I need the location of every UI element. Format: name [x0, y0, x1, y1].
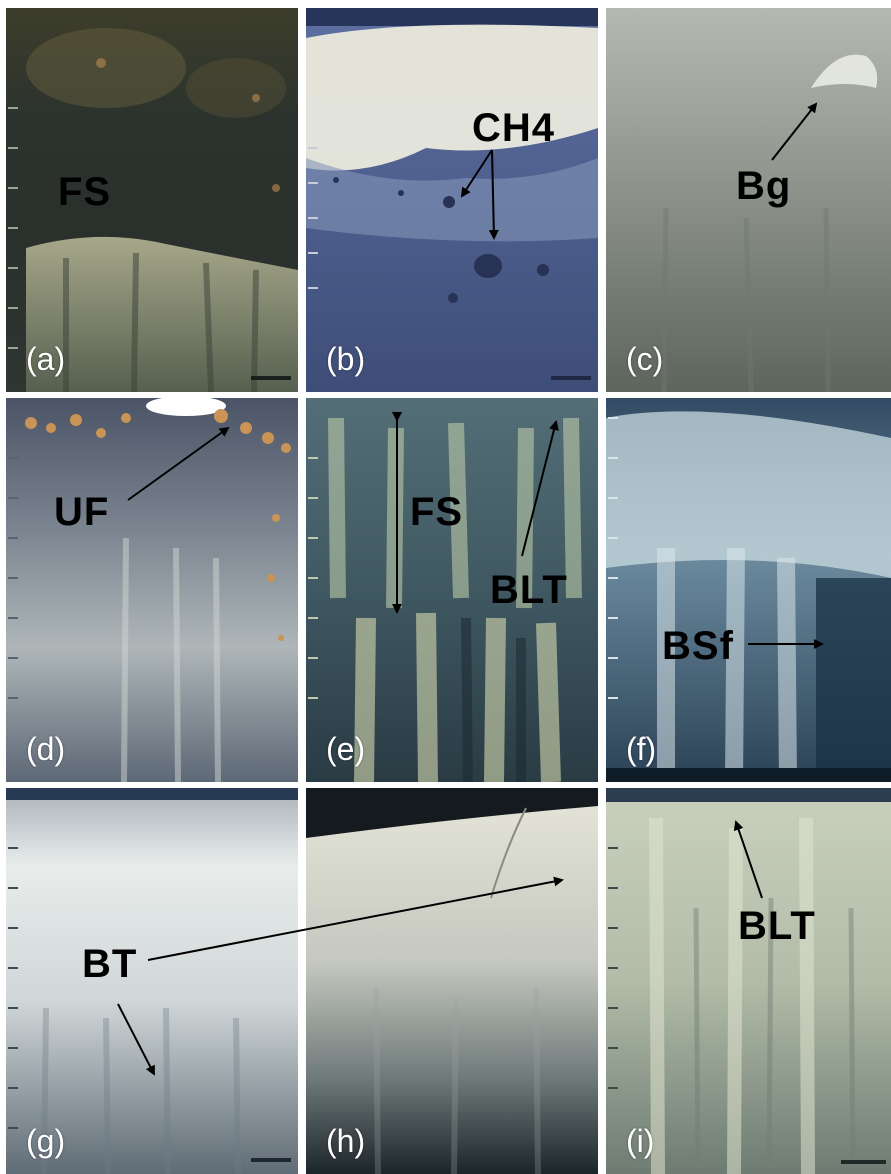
annotation-blt-e: BLT: [490, 568, 568, 612]
photo-panel-b: (b): [306, 8, 598, 392]
annotation-uf: UF: [54, 490, 110, 534]
panel-label: (f): [626, 731, 657, 767]
annotation-fs-a: FS: [58, 170, 112, 214]
panel-label: (i): [626, 1123, 655, 1159]
annotation-bg: Bg: [736, 164, 792, 208]
annotation-bt: BT: [82, 942, 138, 986]
annotation-blt-i: BLT: [738, 904, 816, 948]
panel-label: (a): [26, 341, 66, 377]
photo-panel-i: (i): [606, 788, 891, 1174]
panel-label: (b): [326, 341, 366, 377]
annotation-bsf: BSf: [662, 624, 734, 668]
photo-panel-d: (d): [6, 398, 298, 782]
photo-panel-a: (a): [6, 8, 298, 392]
panel-label: (d): [26, 731, 66, 767]
photo-panel-f: (f): [606, 398, 891, 782]
annotation-fs-e: FS: [410, 490, 464, 534]
panel-label: (c): [626, 341, 664, 377]
photo-panel-c: (c): [606, 8, 891, 392]
annotation-ch4: CH4: [472, 106, 556, 150]
photo-panel-h: (h): [306, 788, 598, 1174]
panel-label: (e): [326, 731, 366, 767]
panel-label: (g): [26, 1123, 66, 1159]
photo-panel-g: (g): [6, 788, 298, 1174]
panel-label: (h): [326, 1123, 366, 1159]
